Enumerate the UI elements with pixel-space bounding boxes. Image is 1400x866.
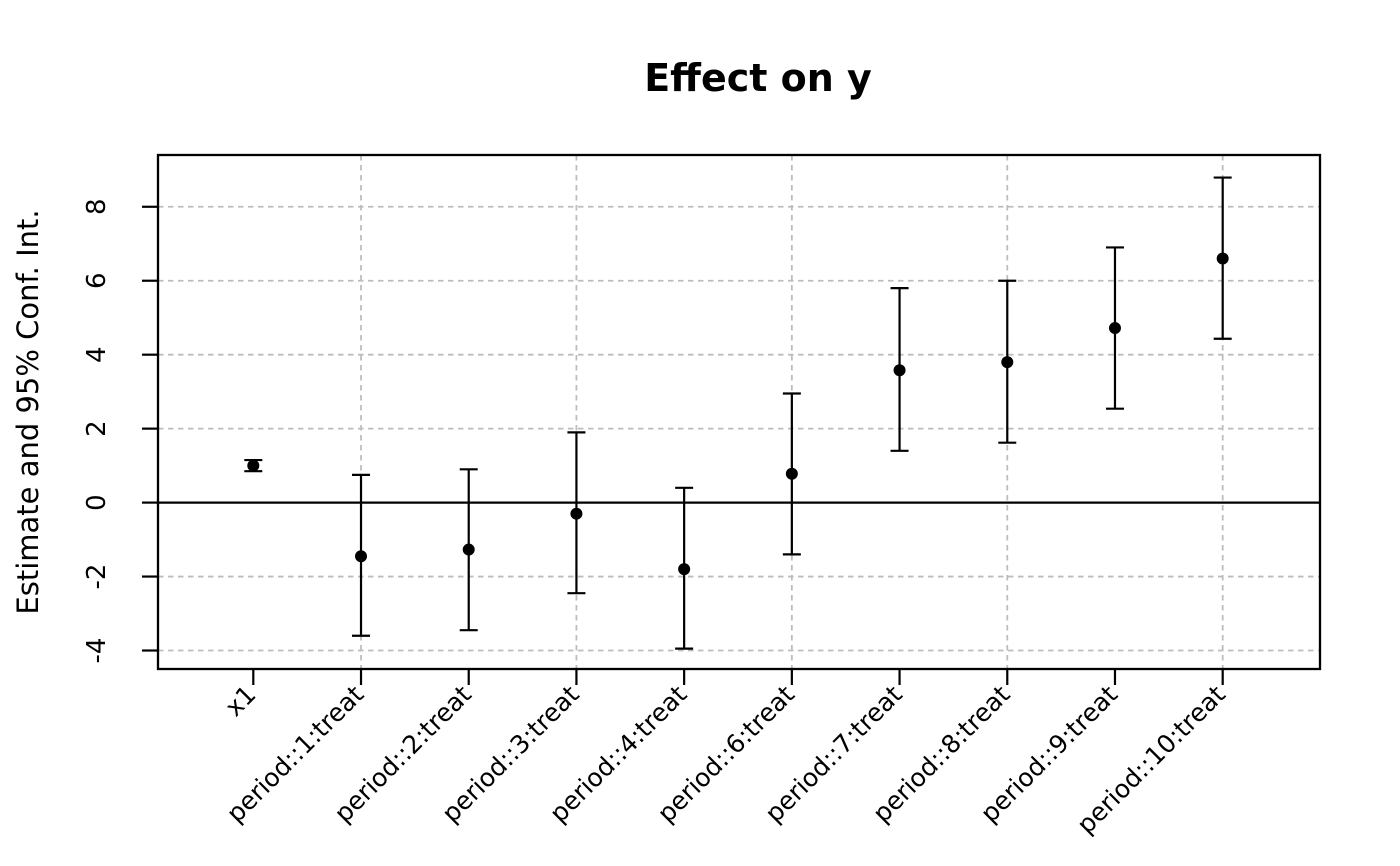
x-tick-label: x1	[219, 680, 261, 722]
y-tick-label: 4	[82, 346, 112, 363]
data-point	[462, 543, 475, 556]
data-point	[355, 550, 368, 563]
chart-title: Effect on y	[644, 56, 872, 100]
data-point	[1216, 252, 1229, 265]
y-tick-label: 0	[82, 494, 112, 511]
y-tick-label: 6	[82, 272, 112, 289]
data-point	[785, 467, 798, 480]
data-point	[570, 507, 583, 520]
data-point	[1108, 322, 1121, 335]
data-point	[893, 364, 906, 377]
y-tick-label: 8	[82, 198, 112, 215]
data-point	[1001, 356, 1014, 369]
y-tick-label: 2	[82, 420, 112, 437]
plot-border	[156, 153, 1322, 671]
y-tick-label: -4	[82, 638, 112, 664]
y-tick-label: -2	[82, 564, 112, 590]
data-point	[247, 459, 260, 472]
data-point	[678, 563, 691, 576]
